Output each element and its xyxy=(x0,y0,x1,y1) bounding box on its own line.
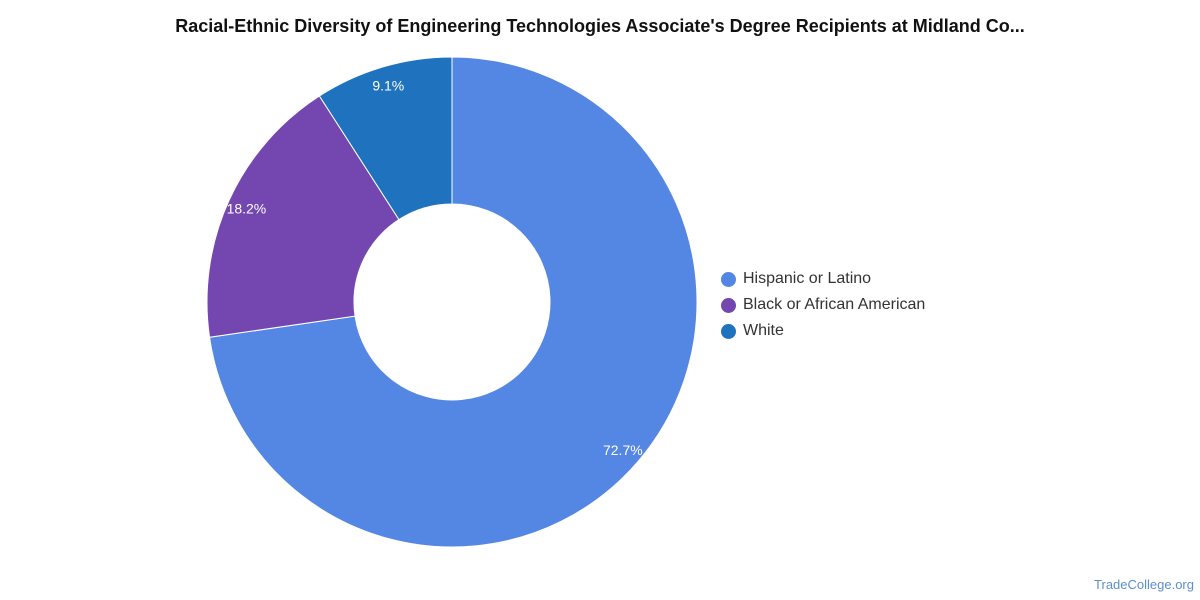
slice-black-or-african-american[interactable] xyxy=(206,95,400,338)
source-link[interactable]: TradeCollege.org xyxy=(1094,577,1194,592)
legend-label-hispanic-or-latino: Hispanic or Latino xyxy=(743,270,872,287)
legend-swatch-white xyxy=(721,323,736,339)
legend-item-white[interactable]: White xyxy=(721,318,925,344)
slice-hispanic-or-latino[interactable] xyxy=(208,56,698,548)
legend-swatch-hispanic-or-latino xyxy=(721,271,736,287)
chart-title: Racial-Ethnic Diversity of Engineering T… xyxy=(175,16,1025,36)
data-label-hispanic-or-latino: 72.7% xyxy=(603,442,643,458)
legend-label-white: White xyxy=(743,322,784,339)
legend-item-black-or-african-american[interactable]: Black or African American xyxy=(721,292,925,318)
chart-legend: Hispanic or Latino Black or African Amer… xyxy=(721,266,925,344)
legend-item-hispanic-or-latino[interactable]: Hispanic or Latino xyxy=(721,266,925,292)
data-label-black-or-african-american: 18.2% xyxy=(227,200,267,216)
legend-swatch-black-or-african-american xyxy=(721,297,736,313)
data-label-white: 9.1% xyxy=(372,77,404,93)
legend-label-black-or-african-american: Black or African American xyxy=(743,296,926,313)
slice-white[interactable] xyxy=(318,56,453,221)
